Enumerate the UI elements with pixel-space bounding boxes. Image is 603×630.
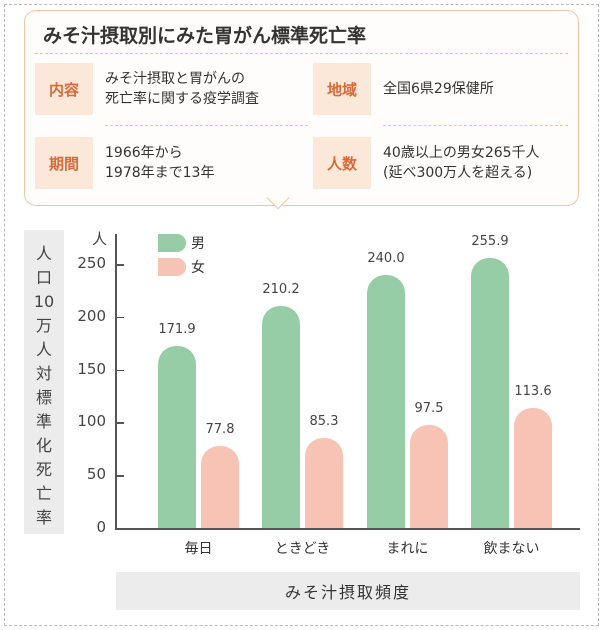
- y-axis-title-char: 死: [35, 460, 52, 479]
- y-tick-label: 150: [77, 359, 106, 378]
- bar-female: [305, 437, 343, 528]
- bar-value-label: 240.0: [367, 250, 405, 266]
- bar-female: [201, 445, 239, 528]
- bar-value-label: 255.9: [471, 233, 509, 249]
- x-axis-line: [115, 528, 580, 530]
- bar-value-label: 210.2: [262, 282, 300, 298]
- bar-male: [262, 306, 300, 528]
- y-axis-title-char: 口: [35, 268, 52, 287]
- y-axis-unit: 人: [92, 230, 108, 248]
- bar-value-label: 113.6: [514, 384, 552, 400]
- y-axis-title-char: 人: [35, 244, 52, 263]
- info-text-period: 1966年から 1978年まで13年: [105, 145, 215, 181]
- chart-title: みそ汁摂取別にみた胃がん標準死亡率: [43, 25, 367, 47]
- divider: [383, 125, 568, 126]
- legend-label: 女: [191, 260, 205, 276]
- bar-value-label: 171.9: [158, 322, 196, 338]
- bar-female: [514, 408, 552, 528]
- bar-male: [158, 346, 196, 528]
- x-category-label: まれに: [386, 541, 429, 557]
- y-axis-title-char: 率: [35, 508, 52, 527]
- x-axis-title: みそ汁摂取頻度: [116, 572, 580, 610]
- y-axis-title-char: 準: [35, 412, 52, 431]
- y-tick-mark: [116, 316, 124, 319]
- bar-value-label: 85.3: [309, 413, 339, 429]
- y-axis-title-char: 標: [35, 388, 52, 407]
- y-axis-title-char: 万: [35, 316, 52, 335]
- y-axis-title-char: 亡: [35, 484, 52, 503]
- y-tick-mark: [116, 264, 124, 266]
- y-tick-label: 0: [96, 518, 106, 536]
- bar-male: [367, 274, 405, 528]
- y-axis-line: [115, 234, 117, 530]
- y-tick-label: 250: [77, 254, 106, 272]
- info-label-region: 地域: [313, 63, 371, 115]
- figure-frame: [4, 4, 599, 626]
- bar-value-label: 97.5: [414, 401, 444, 417]
- y-axis-title-char: 化: [35, 436, 52, 455]
- y-axis-title-char: 対: [35, 364, 52, 383]
- y-axis-title-char: 人: [35, 340, 52, 359]
- info-label-content: 内容: [35, 63, 93, 115]
- info-panel: みそ汁摂取別にみた胃がん標準死亡率 内容 みそ汁摂取と胃がんの 死亡率に関する疫…: [24, 10, 579, 206]
- y-tick-label: 50: [86, 465, 106, 484]
- x-category-label: 飲まない: [483, 541, 540, 557]
- x-category-label: 毎日: [184, 541, 213, 557]
- y-tick-mark: [116, 475, 124, 477]
- bar-female: [410, 425, 448, 528]
- info-text-people: 40歳以上の男女265千人 (延べ300万人を超える): [383, 145, 540, 181]
- y-tick-label: 100: [77, 412, 106, 431]
- y-axis-title-char: 10: [33, 292, 55, 311]
- legend-swatch: [158, 234, 186, 252]
- bar-value-label: 77.8: [205, 421, 235, 437]
- info-label-people: 人数: [313, 137, 371, 189]
- bar-male: [471, 257, 509, 528]
- y-axis-title: 人口 10 万人対標準化死亡率: [24, 230, 64, 534]
- legend-label: 男: [191, 236, 205, 252]
- x-category-label: ときどき: [274, 541, 331, 557]
- divider: [105, 125, 308, 126]
- info-label-period: 期間: [35, 137, 93, 189]
- info-text-content: みそ汁摂取と胃がんの 死亡率に関する疫学調査: [105, 71, 259, 107]
- y-tick-mark: [116, 369, 124, 372]
- legend-swatch: [158, 258, 186, 276]
- y-tick-mark: [116, 422, 124, 424]
- y-tick-label: 200: [77, 306, 106, 325]
- info-text-region: 全国6県29保健所: [383, 81, 494, 97]
- divider: [35, 53, 568, 54]
